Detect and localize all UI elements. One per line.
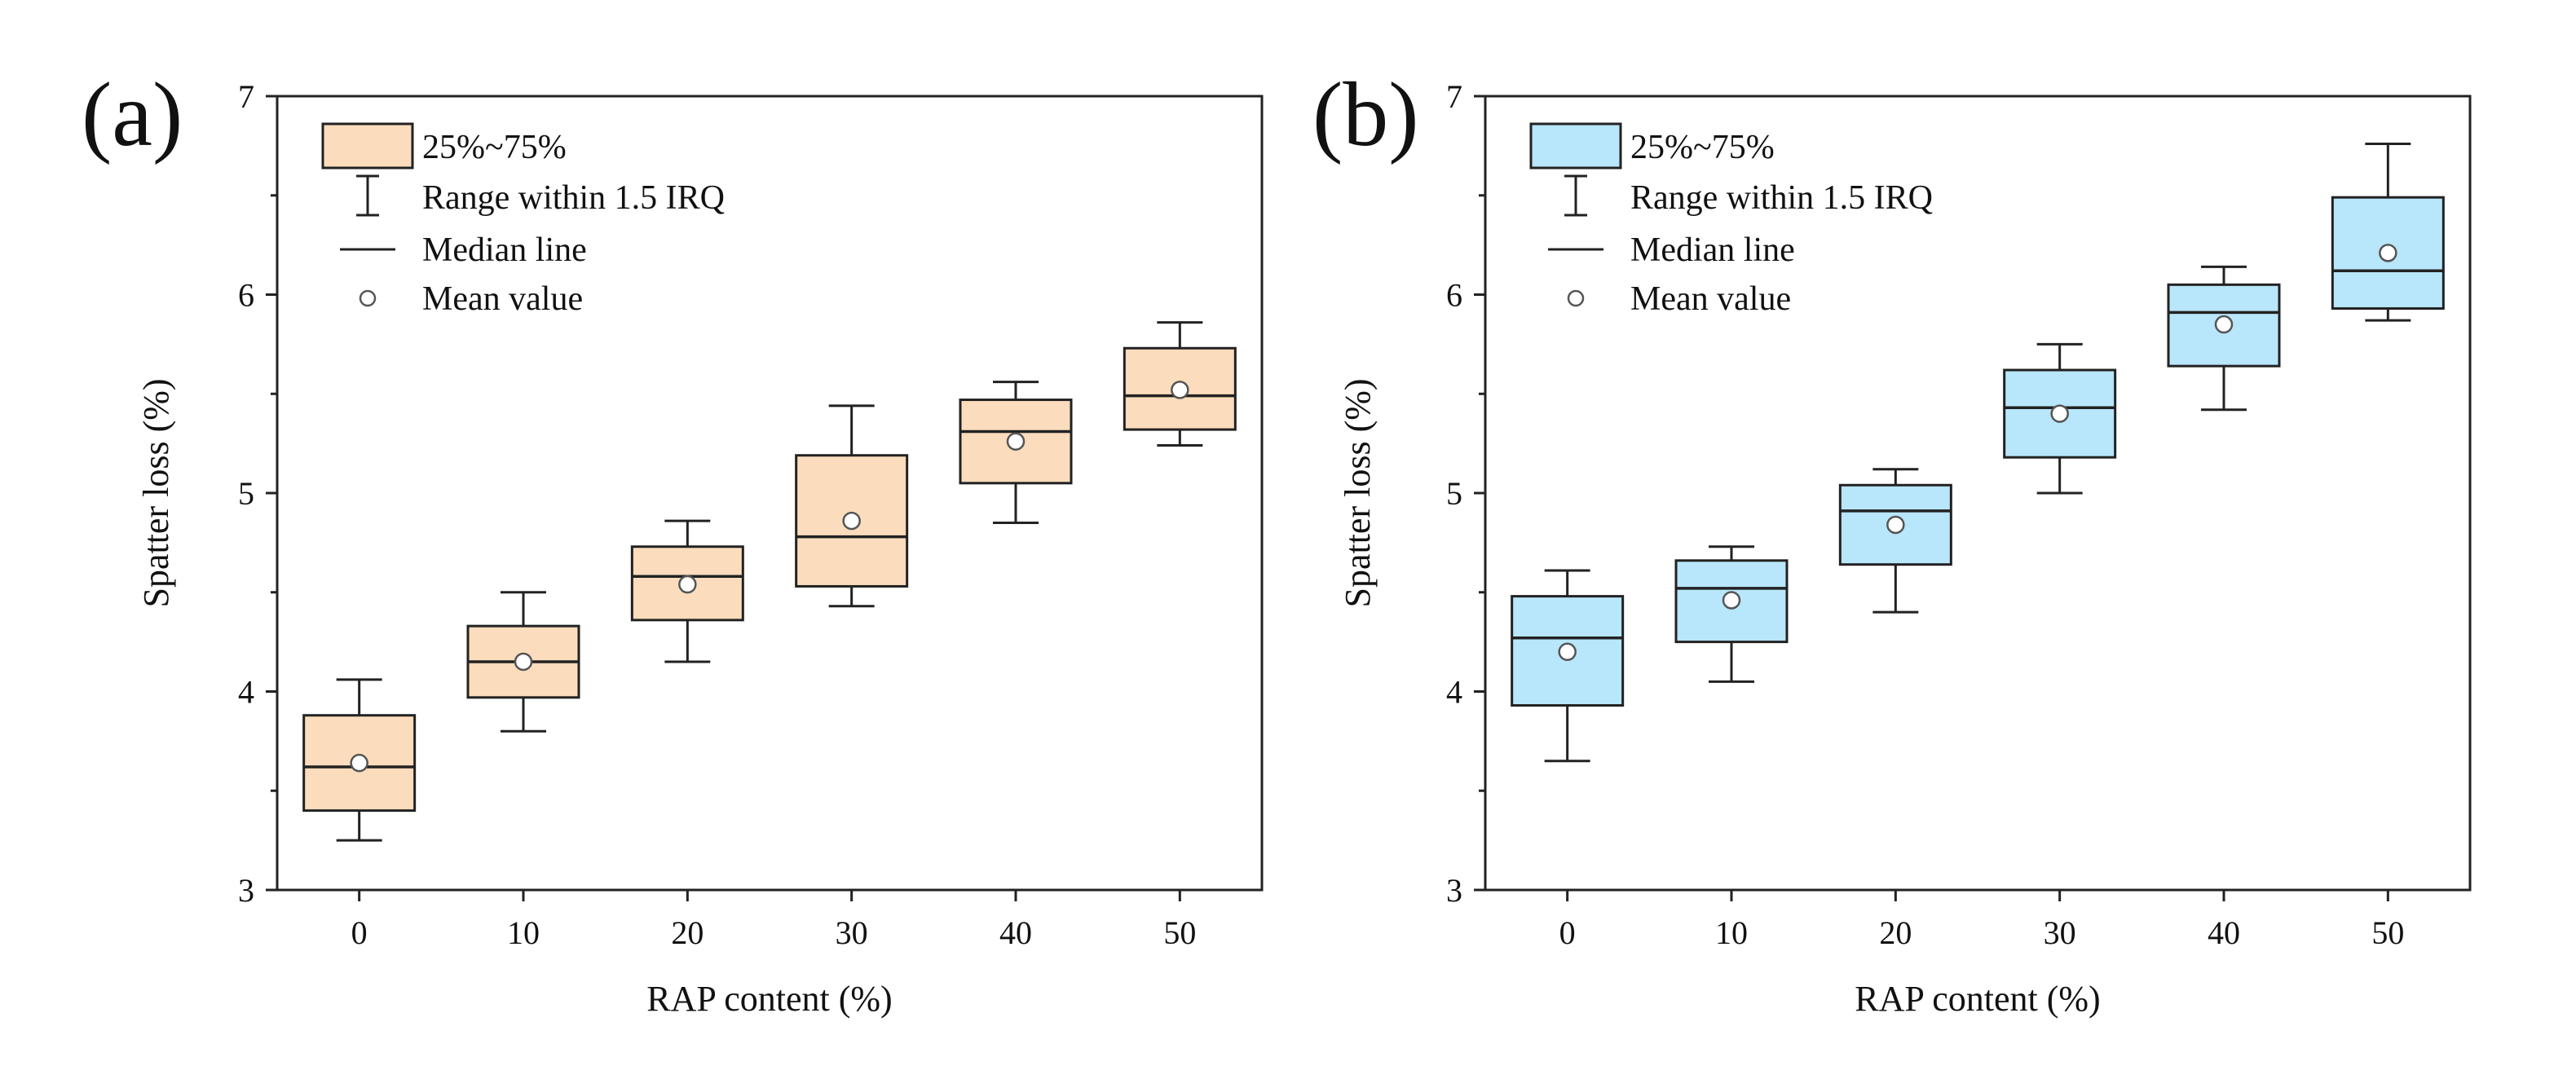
mean-marker [2379, 244, 2397, 262]
mean-marker [842, 511, 861, 531]
x-axis-title: RAP content (%) [646, 979, 892, 1019]
mean-marker [2214, 315, 2234, 334]
x-tick-label: 10 [1715, 914, 1748, 951]
mean-marker [2050, 404, 2069, 423]
box-20 [630, 519, 744, 663]
legend-label-mean: Mean value [422, 280, 583, 318]
legend: 25%~75% Range within 1.5 IRQ Median line Me… [1529, 122, 1933, 318]
x-tick-label: 40 [2208, 914, 2240, 951]
legend-label-iqr: 25%~75% [422, 129, 567, 166]
x-tick-label: 30 [2044, 914, 2076, 951]
y-tick-label: 6 [238, 277, 254, 314]
panel-a: (a) 3 4 5 6 7 0 10 20 30 40 50 RAP content (%) Spatte… [82, 64, 1264, 1019]
y-tick-label: 7 [1446, 78, 1462, 115]
x-tick-label: 50 [2371, 914, 2404, 951]
y-tick-label: 3 [238, 872, 254, 909]
box-40 [959, 381, 1073, 525]
x-tick-label: 50 [1163, 914, 1196, 951]
plot-frame [1484, 95, 2472, 892]
legend-label-median: Median line [422, 231, 587, 269]
iqr-box [959, 399, 1073, 485]
x-tick-label: 0 [351, 914, 368, 951]
x-tick-label: 10 [507, 914, 540, 951]
mean-marker [1722, 591, 1741, 610]
legend-label-iqr: 25%~75% [1630, 129, 1775, 166]
y-axis-title: Spatter loss (%) [1338, 378, 1378, 607]
box-30 [795, 404, 909, 608]
panel-b: (b) 3 4 5 6 7 0 10 20 30 40 50 RAP content (%) Spatte… [1312, 64, 2472, 1019]
x-axis-title: RAP content (%) [1855, 979, 2100, 1019]
box-0 [302, 678, 417, 842]
box-10 [1674, 545, 1789, 683]
y-tick-label: 6 [1446, 277, 1462, 314]
legend-label-range: Range within 1.5 IRQ [422, 179, 725, 217]
x-tick-label: 0 [1559, 914, 1576, 951]
y-tick-label: 4 [1446, 674, 1462, 711]
x-tick-label: 20 [1879, 914, 1912, 951]
legend-label-median: Median line [1630, 231, 1795, 269]
y-tick-label: 5 [238, 475, 254, 512]
y-tick-label: 4 [238, 674, 254, 711]
mean-marker [1171, 381, 1189, 399]
box-0 [1511, 569, 1625, 763]
panel-label: (b) [1312, 64, 1419, 165]
mean-marker [514, 652, 533, 672]
box-30 [2003, 342, 2117, 495]
legend-label-mean: Mean value [1630, 280, 1791, 318]
panel-label: (a) [82, 64, 183, 165]
mean-marker [1558, 642, 1577, 662]
x-tick-label: 40 [999, 914, 1032, 951]
box-20 [1838, 468, 1952, 614]
box-40 [2167, 265, 2281, 412]
legend-box-swatch [321, 122, 414, 170]
box-10 [466, 591, 580, 733]
mean-marker [678, 575, 697, 594]
y-tick-label: 7 [238, 78, 254, 115]
legend-mean-icon [1567, 289, 1585, 307]
mean-marker [1886, 515, 1905, 535]
y-tick-label: 3 [1446, 872, 1462, 909]
x-tick-label: 20 [671, 914, 704, 951]
legend: 25%~75% Range within 1.5 IRQ Median line Me… [321, 122, 725, 318]
y-tick-label: 5 [1446, 475, 1462, 512]
y-axis-title: Spatter loss (%) [136, 378, 176, 607]
box-50 [2331, 142, 2445, 322]
x-tick-label: 30 [836, 914, 868, 951]
legend-mean-icon [359, 289, 377, 307]
plot-frame [276, 95, 1264, 892]
mean-marker [1006, 432, 1026, 451]
legend-label-range: Range within 1.5 IRQ [1630, 179, 1933, 217]
legend-box-swatch [1529, 122, 1622, 170]
mean-marker [350, 753, 368, 773]
box-50 [1123, 321, 1237, 447]
